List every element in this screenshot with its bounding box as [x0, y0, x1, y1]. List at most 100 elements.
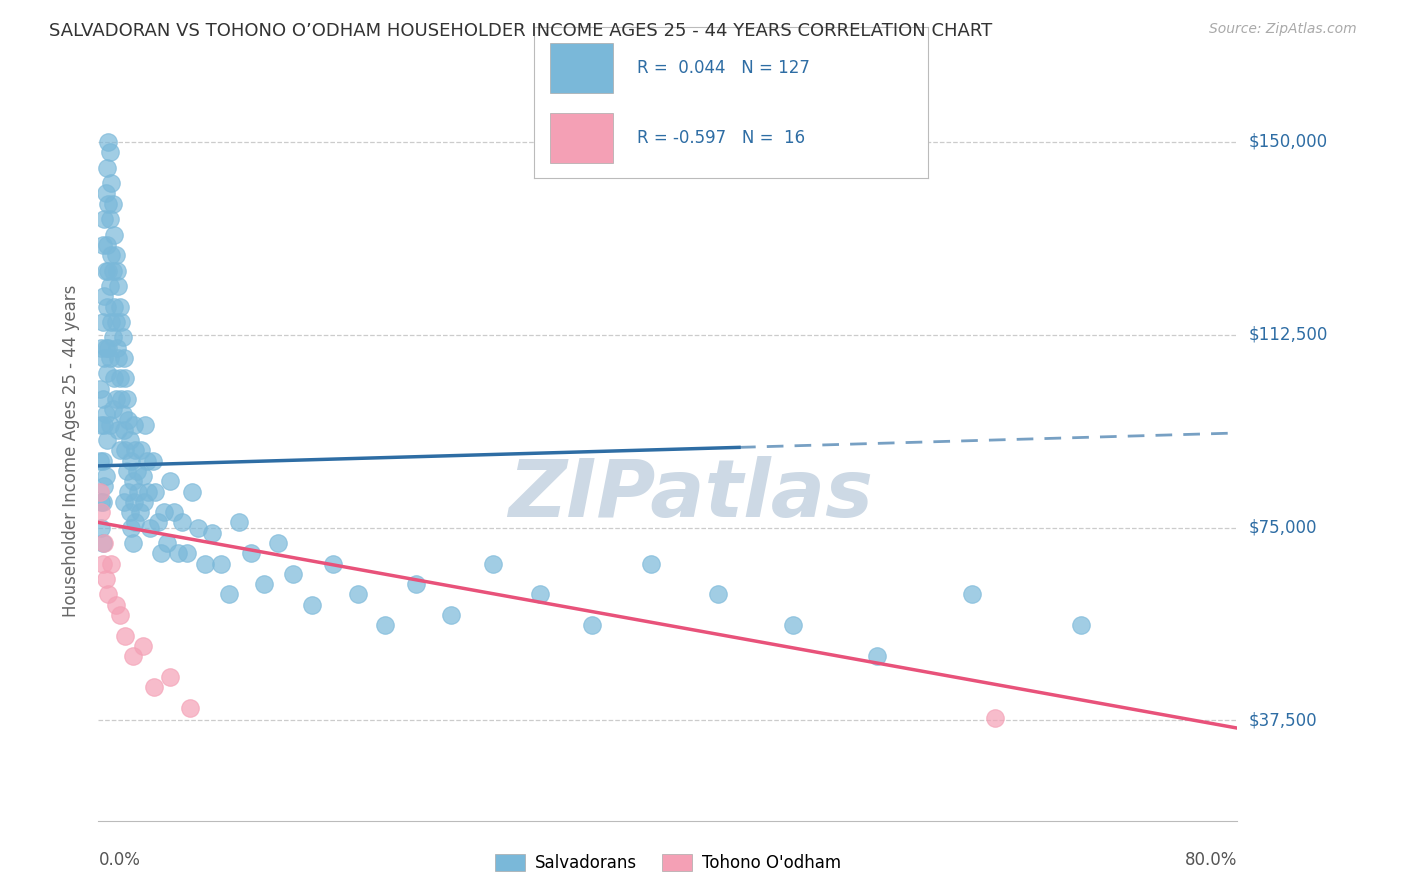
- Point: [103, 227, 125, 242]
- Point: [405, 577, 427, 591]
- Point: [124, 516, 146, 530]
- Point: [122, 417, 145, 432]
- Text: $150,000: $150,000: [1249, 133, 1327, 151]
- Point: [267, 536, 290, 550]
- Point: [138, 520, 160, 534]
- Point: [93, 351, 115, 365]
- Point: [91, 536, 114, 550]
- Point: [131, 639, 153, 653]
- Point: [962, 587, 984, 601]
- Point: [97, 587, 120, 601]
- Point: [122, 495, 145, 509]
- Point: [108, 371, 131, 385]
- Point: [118, 433, 141, 447]
- Point: [187, 520, 209, 534]
- Point: [91, 495, 114, 509]
- Point: [179, 700, 201, 714]
- Point: [91, 557, 114, 571]
- Point: [172, 516, 194, 530]
- Point: [322, 557, 344, 571]
- Text: $37,500: $37,500: [1249, 712, 1317, 730]
- Point: [135, 454, 157, 468]
- Point: [93, 289, 115, 303]
- Point: [117, 412, 139, 426]
- Point: [125, 464, 148, 478]
- Point: [103, 371, 125, 385]
- Point: [134, 417, 156, 432]
- Point: [145, 484, 167, 499]
- Point: [346, 587, 368, 601]
- Point: [114, 629, 136, 643]
- Y-axis label: Householder Income Ages 25 - 44 years: Householder Income Ages 25 - 44 years: [62, 285, 80, 616]
- Point: [94, 186, 117, 201]
- Point: [97, 135, 120, 149]
- Point: [105, 341, 128, 355]
- Point: [89, 484, 111, 499]
- Point: [93, 479, 115, 493]
- Point: [581, 618, 603, 632]
- Point: [127, 484, 149, 499]
- Point: [103, 300, 125, 314]
- Point: [94, 572, 117, 586]
- Point: [98, 417, 121, 432]
- Point: [120, 520, 142, 534]
- Point: [117, 484, 139, 499]
- Point: [100, 315, 122, 329]
- Point: [201, 525, 224, 540]
- Point: [89, 454, 111, 468]
- Point: [101, 196, 124, 211]
- Point: [107, 351, 129, 365]
- Point: [112, 423, 135, 437]
- Point: [283, 566, 305, 581]
- Point: [129, 443, 152, 458]
- Point: [101, 402, 124, 417]
- Point: [142, 680, 165, 694]
- Point: [96, 237, 118, 252]
- Point: [132, 495, 155, 509]
- Text: 0.0%: 0.0%: [98, 851, 141, 869]
- Text: $112,500: $112,500: [1249, 326, 1327, 343]
- Point: [111, 408, 134, 422]
- Point: [90, 495, 112, 509]
- Point: [98, 145, 121, 160]
- Point: [94, 408, 117, 422]
- Point: [108, 607, 131, 622]
- Point: [128, 505, 150, 519]
- Point: [1070, 618, 1092, 632]
- Point: [90, 520, 112, 534]
- Point: [94, 341, 117, 355]
- Point: [90, 417, 112, 432]
- Point: [121, 536, 143, 550]
- Point: [159, 475, 181, 489]
- Point: [440, 607, 463, 622]
- Point: [124, 443, 146, 458]
- Point: [114, 371, 136, 385]
- Point: [104, 315, 127, 329]
- Point: [107, 279, 129, 293]
- Point: [89, 382, 111, 396]
- Point: [218, 587, 240, 601]
- Point: [121, 649, 143, 664]
- Point: [100, 248, 122, 262]
- Point: [108, 300, 131, 314]
- Point: [194, 557, 217, 571]
- Point: [97, 196, 120, 211]
- FancyBboxPatch shape: [550, 113, 613, 163]
- Text: 80.0%: 80.0%: [1185, 851, 1237, 869]
- Point: [111, 330, 134, 344]
- Point: [112, 495, 135, 509]
- Point: [101, 330, 124, 344]
- Point: [118, 505, 141, 519]
- Point: [100, 557, 122, 571]
- Legend: Salvadorans, Tohono O'odham: Salvadorans, Tohono O'odham: [488, 847, 848, 879]
- Point: [101, 263, 124, 277]
- Point: [115, 464, 138, 478]
- Point: [104, 598, 127, 612]
- Text: ZIPatlas: ZIPatlas: [508, 456, 873, 534]
- Point: [110, 315, 132, 329]
- Point: [94, 263, 117, 277]
- Point: [98, 279, 121, 293]
- Point: [782, 618, 804, 632]
- Point: [374, 618, 396, 632]
- Point: [104, 248, 127, 262]
